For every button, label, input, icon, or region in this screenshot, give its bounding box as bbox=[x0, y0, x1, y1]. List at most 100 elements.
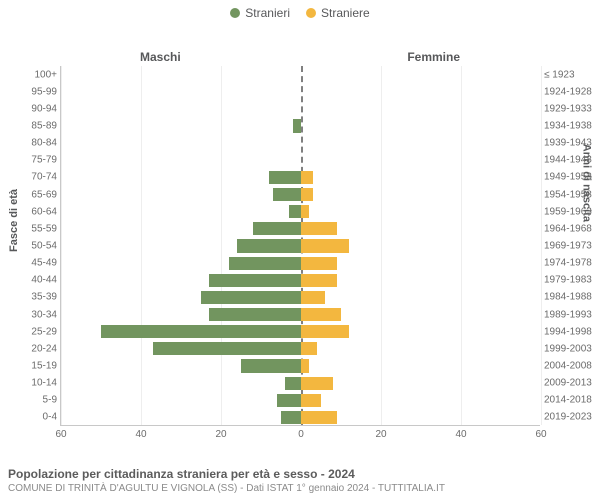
bar-female bbox=[301, 359, 309, 372]
pyramid-row: 35-391984-1988 bbox=[61, 289, 540, 306]
bar-male bbox=[229, 257, 301, 270]
age-label: 15-19 bbox=[23, 360, 57, 371]
birth-year-label: 1949-1953 bbox=[544, 172, 598, 183]
x-tick-label: 20 bbox=[375, 425, 386, 440]
birth-year-label: 1959-1963 bbox=[544, 206, 598, 217]
legend-swatch-female bbox=[306, 8, 316, 18]
bar-male bbox=[281, 411, 301, 424]
x-tick-label: 40 bbox=[455, 425, 466, 440]
bar-female bbox=[301, 239, 349, 252]
pyramid-row: 10-142009-2013 bbox=[61, 375, 540, 392]
bar-male bbox=[241, 359, 301, 372]
birth-year-label: 2009-2013 bbox=[544, 378, 598, 389]
pyramid-row: 100+≤ 1923 bbox=[61, 66, 540, 83]
age-label: 40-44 bbox=[23, 275, 57, 286]
age-label: 25-29 bbox=[23, 326, 57, 337]
age-label: 85-89 bbox=[23, 120, 57, 131]
bar-male bbox=[201, 291, 301, 304]
legend-item-male: Stranieri bbox=[230, 6, 290, 20]
pyramid-row: 15-192004-2008 bbox=[61, 357, 540, 374]
footer-title: Popolazione per cittadinanza straniera p… bbox=[8, 467, 445, 481]
pyramid-row: 5-92014-2018 bbox=[61, 392, 540, 409]
bar-female bbox=[301, 188, 313, 201]
x-tick-label: 60 bbox=[535, 425, 546, 440]
bar-male bbox=[209, 274, 301, 287]
birth-year-label: 1934-1938 bbox=[544, 120, 598, 131]
age-label: 30-34 bbox=[23, 309, 57, 320]
pyramid-row: 40-441979-1983 bbox=[61, 272, 540, 289]
bar-male bbox=[253, 222, 301, 235]
age-label: 70-74 bbox=[23, 172, 57, 183]
x-tick-label: 40 bbox=[135, 425, 146, 440]
x-tick-label: 0 bbox=[298, 425, 304, 440]
bar-female bbox=[301, 222, 337, 235]
legend-label-male: Stranieri bbox=[245, 6, 290, 20]
birth-year-label: 1984-1988 bbox=[544, 292, 598, 303]
birth-year-label: 1999-2003 bbox=[544, 343, 598, 354]
age-label: 45-49 bbox=[23, 258, 57, 269]
column-header-male: Maschi bbox=[140, 50, 181, 64]
birth-year-label: 2014-2018 bbox=[544, 395, 598, 406]
bar-male bbox=[237, 239, 301, 252]
bar-male bbox=[289, 205, 301, 218]
bar-female bbox=[301, 325, 349, 338]
y-axis-left-title: Fasce di età bbox=[8, 189, 20, 252]
pyramid-row: 45-491974-1978 bbox=[61, 255, 540, 272]
pyramid-row: 80-841939-1943 bbox=[61, 135, 540, 152]
pyramid-row: 90-941929-1933 bbox=[61, 100, 540, 117]
pyramid-row: 25-291994-1998 bbox=[61, 323, 540, 340]
bar-female bbox=[301, 274, 337, 287]
age-label: 95-99 bbox=[23, 86, 57, 97]
chart: Maschi Femmine Fasce di età Anni di nasc… bbox=[0, 22, 600, 452]
pyramid-row: 0-42019-2023 bbox=[61, 409, 540, 426]
pyramid-row: 85-891934-1938 bbox=[61, 117, 540, 134]
bar-male bbox=[209, 308, 301, 321]
plot-area: 100+≤ 192395-991924-192890-941929-193385… bbox=[60, 66, 540, 426]
bar-male bbox=[101, 325, 301, 338]
bar-female bbox=[301, 205, 309, 218]
x-tick-label: 20 bbox=[215, 425, 226, 440]
birth-year-label: 1974-1978 bbox=[544, 258, 598, 269]
bar-female bbox=[301, 291, 325, 304]
bar-male bbox=[293, 119, 301, 132]
pyramid-row: 20-241999-2003 bbox=[61, 340, 540, 357]
bar-male bbox=[273, 188, 301, 201]
pyramid-row: 30-341989-1993 bbox=[61, 306, 540, 323]
age-label: 90-94 bbox=[23, 103, 57, 114]
bar-female bbox=[301, 342, 317, 355]
legend-swatch-male bbox=[230, 8, 240, 18]
birth-year-label: 1989-1993 bbox=[544, 309, 598, 320]
birth-year-label: 2019-2023 bbox=[544, 412, 598, 423]
bar-male bbox=[277, 394, 301, 407]
bar-female bbox=[301, 308, 341, 321]
bar-female bbox=[301, 171, 313, 184]
age-label: 55-59 bbox=[23, 223, 57, 234]
pyramid-row: 55-591964-1968 bbox=[61, 220, 540, 237]
bar-male bbox=[269, 171, 301, 184]
birth-year-label: 1924-1928 bbox=[544, 86, 598, 97]
age-label: 65-69 bbox=[23, 189, 57, 200]
x-tick-label: 60 bbox=[55, 425, 66, 440]
birth-year-label: 1964-1968 bbox=[544, 223, 598, 234]
birth-year-label: 1954-1958 bbox=[544, 189, 598, 200]
pyramid-row: 60-641959-1963 bbox=[61, 203, 540, 220]
legend-label-female: Straniere bbox=[321, 6, 370, 20]
pyramid-row: 95-991924-1928 bbox=[61, 83, 540, 100]
legend-item-female: Straniere bbox=[306, 6, 370, 20]
age-label: 80-84 bbox=[23, 138, 57, 149]
footer-subtitle: COMUNE DI TRINITÀ D'AGULTU E VIGNOLA (SS… bbox=[8, 483, 445, 494]
chart-footer: Popolazione per cittadinanza straniera p… bbox=[8, 467, 445, 494]
birth-year-label: 1969-1973 bbox=[544, 240, 598, 251]
birth-year-label: 1939-1943 bbox=[544, 138, 598, 149]
pyramid-row: 50-541969-1973 bbox=[61, 237, 540, 254]
birth-year-label: ≤ 1923 bbox=[544, 69, 598, 80]
pyramid-row: 75-791944-1948 bbox=[61, 152, 540, 169]
birth-year-label: 1979-1983 bbox=[544, 275, 598, 286]
age-label: 60-64 bbox=[23, 206, 57, 217]
age-label: 100+ bbox=[23, 69, 57, 80]
bar-male bbox=[285, 377, 301, 390]
age-label: 75-79 bbox=[23, 155, 57, 166]
bar-female bbox=[301, 394, 321, 407]
pyramid-row: 65-691954-1958 bbox=[61, 186, 540, 203]
birth-year-label: 2004-2008 bbox=[544, 360, 598, 371]
